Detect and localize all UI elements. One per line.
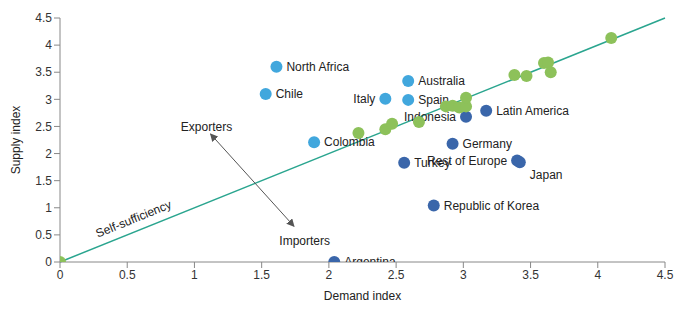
svg-text:3.5: 3.5 xyxy=(35,65,52,79)
svg-text:Italy: Italy xyxy=(353,92,375,106)
svg-text:2: 2 xyxy=(326,268,333,282)
svg-text:Argentina: Argentina xyxy=(344,255,396,262)
svg-text:2.5: 2.5 xyxy=(35,120,52,134)
svg-text:Self-sufficiency: Self-sufficiency xyxy=(94,197,174,240)
svg-text:Supply index: Supply index xyxy=(9,106,23,175)
svg-text:North Africa: North Africa xyxy=(286,60,349,74)
svg-text:1.5: 1.5 xyxy=(35,174,52,188)
svg-text:Chile: Chile xyxy=(276,87,304,101)
svg-text:Germany: Germany xyxy=(463,137,512,151)
svg-text:4: 4 xyxy=(45,38,52,52)
svg-text:4.5: 4.5 xyxy=(35,11,52,25)
svg-text:0: 0 xyxy=(45,255,52,269)
svg-text:0.5: 0.5 xyxy=(119,268,136,282)
svg-text:3: 3 xyxy=(45,93,52,107)
svg-text:1.5: 1.5 xyxy=(253,268,270,282)
svg-text:3: 3 xyxy=(460,268,467,282)
svg-text:Spain: Spain xyxy=(418,92,449,107)
svg-text:Indonesia: Indonesia xyxy=(404,110,456,124)
svg-text:Australia: Australia xyxy=(418,74,465,88)
svg-text:3.5: 3.5 xyxy=(522,268,539,282)
svg-text:Colombia: Colombia xyxy=(324,135,375,149)
svg-text:2: 2 xyxy=(45,147,52,161)
svg-text:4: 4 xyxy=(594,268,601,282)
svg-text:0.5: 0.5 xyxy=(35,228,52,242)
svg-text:Rest of Europe: Rest of Europe xyxy=(427,154,507,168)
svg-text:Japan: Japan xyxy=(530,168,563,182)
svg-text:Latin America: Latin America xyxy=(496,104,569,118)
svg-text:Demand index: Demand index xyxy=(324,289,401,302)
svg-text:1: 1 xyxy=(191,268,198,282)
svg-text:4.5: 4.5 xyxy=(657,268,674,282)
svg-text:0: 0 xyxy=(57,268,64,282)
svg-text:2.5: 2.5 xyxy=(388,268,405,282)
svg-text:Exporters: Exporters xyxy=(181,120,232,134)
svg-text:1: 1 xyxy=(45,201,52,215)
svg-text:Republic of Korea: Republic of Korea xyxy=(444,199,540,213)
svg-text:Importers: Importers xyxy=(279,234,330,248)
